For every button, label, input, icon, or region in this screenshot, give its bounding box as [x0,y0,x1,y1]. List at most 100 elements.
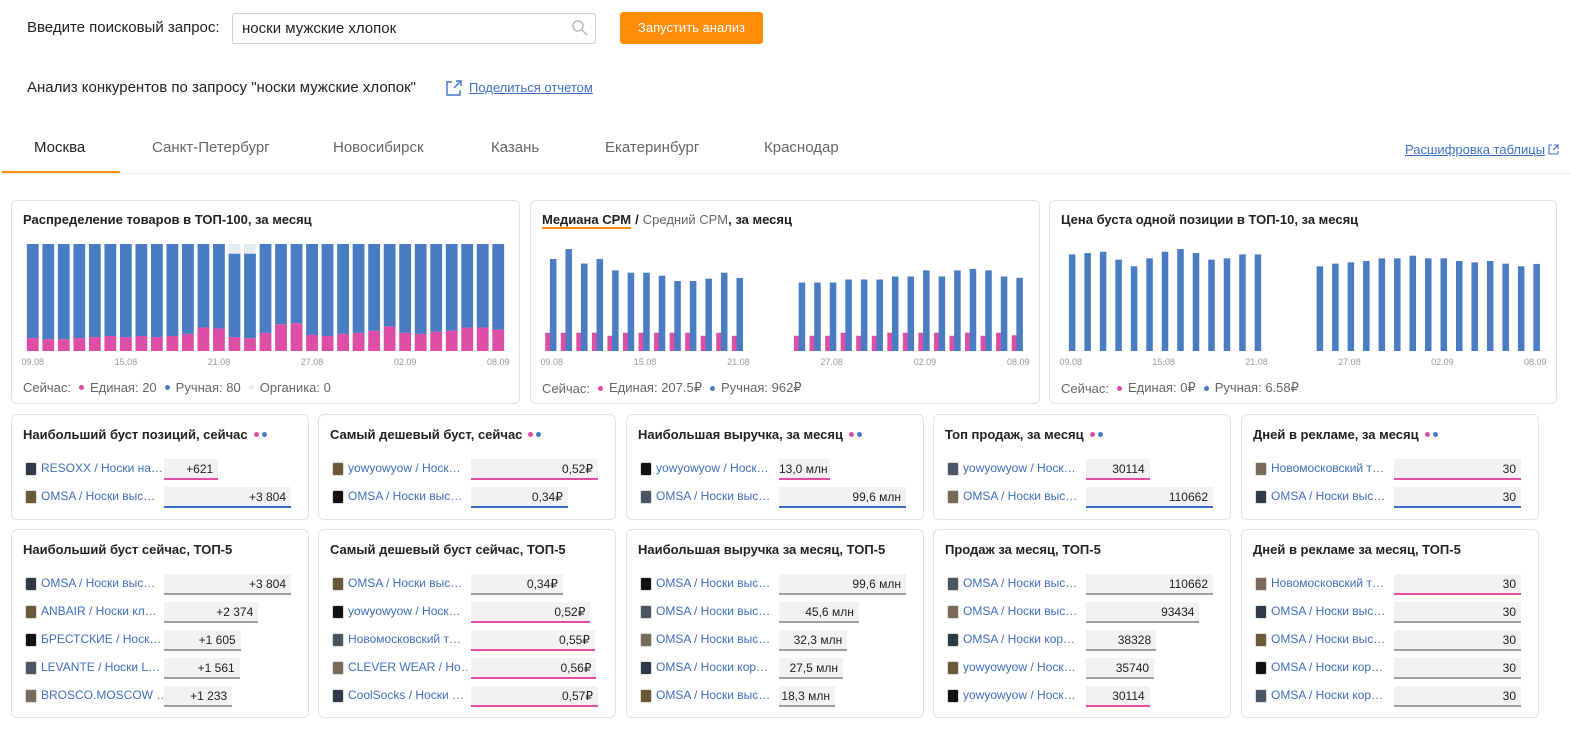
bar [1192,253,1200,351]
seller-name[interactable]: yowyowyow / Носк… [963,688,1076,702]
bar [923,270,930,351]
bar [643,272,650,351]
seller-name[interactable]: LEVANTE / Носки L… [41,660,161,674]
product-thumb [1255,462,1267,476]
value-bar [1394,630,1521,651]
tab[interactable]: Москва [34,139,86,156]
seller-name[interactable]: OMSA / Носки выс… [41,576,156,590]
run-button[interactable]: Запустить анализ [620,12,763,44]
value-bar [779,487,906,508]
seller-name[interactable]: CoolSocks / Носки … [348,688,464,702]
bar [1347,262,1355,351]
seller-name[interactable]: yowyowyow / Носк… [963,461,1076,475]
seller-name[interactable]: RESOXX / Носки на… [41,461,163,475]
tab[interactable]: Казань [491,139,540,156]
search-input[interactable]: носки мужские хлопок [232,13,596,44]
tab[interactable]: Новосибирск [333,139,424,156]
seller-name[interactable]: OMSA / Носки кор… [656,660,769,674]
bar-segment [228,253,241,338]
seller-name[interactable]: OMSA / Носки кор… [1271,688,1384,702]
tab-underline [2,171,120,173]
seller-name[interactable]: OMSA / Носки выс… [348,576,463,590]
seller-name[interactable]: OMSA / Носки выс… [963,604,1078,618]
bar [1440,258,1447,351]
seller-name[interactable]: OMSA / Носки выс… [656,632,771,646]
bar [654,332,660,351]
series-dot [261,432,267,437]
seller-name[interactable]: yowyowyow / Носк… [963,660,1076,674]
seller-name[interactable]: BROSCO.MOSCOW … [41,688,163,702]
value-label: 13,0 млн [779,462,828,476]
tab[interactable]: Краснодар [764,139,839,156]
seller-name[interactable]: yowyowyow / Носк… [656,461,769,475]
x-tick-label: 09.08 [21,357,44,367]
seller-name[interactable]: Новомосковский т… [1271,461,1384,475]
bar [1084,253,1091,351]
bar [1363,261,1370,351]
seller-name[interactable]: OMSA / Носки выс… [348,489,463,503]
seller-name[interactable]: ANBAIR / Носки кл… [41,604,157,618]
bar-segment [306,244,318,335]
widget-card: Продаж за месяц, ТОП-5 OMSA / Носки выс… 1… [933,529,1231,718]
bar-segment [197,327,210,351]
product-thumb [947,633,959,647]
seller-name[interactable]: OMSA / Носки выс… [1271,489,1386,503]
seller-name[interactable]: OMSA / Носки выс… [1271,604,1386,618]
seller-name[interactable]: OMSA / Носки выс… [41,489,156,503]
bar [1016,277,1023,351]
bar [1394,258,1401,351]
x-tick-label: 27.08 [820,357,843,367]
bar-segment [104,244,117,337]
bar-segment [213,328,225,351]
value-label: 30 [1502,605,1516,619]
seller-name[interactable]: CLEVER WEAR / Но… [348,660,470,674]
seller-name[interactable]: БРЕСТСКИЕ / Носк… [41,632,162,646]
value-bar [1394,459,1521,480]
bar [871,335,878,351]
tab[interactable]: Санкт-Петербург [152,139,270,156]
legend-item: Ручная: 80 [175,380,241,395]
seller-name[interactable]: OMSA / Носки кор… [1271,660,1384,674]
seller-name[interactable]: OMSA / Носки кор… [963,632,1076,646]
share-link[interactable]: Поделиться отчетом [469,80,593,95]
value-label: 18,3 млн [781,689,830,703]
tab[interactable]: Екатеринбург [605,139,700,156]
seller-name[interactable]: OMSA / Носки выс… [656,489,771,503]
seller-name[interactable]: Новомосковский т… [1271,576,1384,590]
chart-legend: Сейчас: Единая: 207.5₽ Ручная: 962₽ [542,380,802,396]
value-bar [164,487,291,508]
bar [876,279,883,351]
chart-legend: Сейчас: Единая: 0₽ Ручная: 6.58₽ [1061,380,1299,396]
seller-name[interactable]: OMSA / Носки выс… [1271,632,1386,646]
seller-name[interactable]: OMSA / Носки выс… [963,576,1078,590]
value-label: 0,52₽ [554,605,586,619]
bar-segment [42,244,55,340]
widget-title-text: Наибольшая выручка, за месяц [638,427,843,442]
bar [1425,258,1432,351]
seller-name[interactable]: OMSA / Носки выс… [656,604,771,618]
product-thumb [25,577,37,591]
bar [560,332,567,351]
legend-link[interactable]: Расшифровка таблицы [1405,142,1546,157]
widget-title-text: Самый дешевый буст сейчас, ТОП-5 [330,542,566,557]
bar [565,249,572,351]
bar-segment [150,244,163,338]
seller-name[interactable]: OMSA / Носки выс… [656,576,771,590]
seller-name[interactable]: OMSA / Носки выс… [963,489,1078,503]
seller-name[interactable]: Новомосковский т… [348,632,461,646]
product-thumb [25,689,37,703]
bar-segment [337,244,349,334]
product-thumb [332,462,344,476]
bar-segment [259,332,272,351]
seller-name[interactable]: yowyowyow / Носк… [348,604,461,618]
seller-name[interactable]: yowyowyow / Носк… [348,461,461,475]
product-thumb [640,661,652,675]
seller-name[interactable]: OMSA / Носки выс… [656,688,771,702]
bar-segment [259,244,272,333]
bar [638,332,645,351]
bar [720,272,728,351]
bar-segment [182,244,194,334]
x-tick-label: 09.08 [1059,357,1082,367]
value-bar [164,686,233,707]
value-label: 35740 [1115,661,1150,675]
